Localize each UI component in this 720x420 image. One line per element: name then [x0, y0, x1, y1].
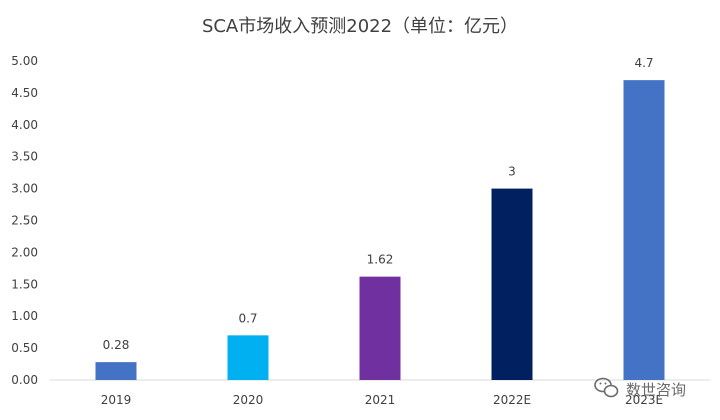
- x-tick-label: 2022E: [493, 393, 531, 407]
- x-tick-label: 2023E: [625, 393, 663, 407]
- data-label: 0.7: [238, 311, 257, 325]
- data-label: 4.7: [634, 56, 653, 70]
- y-tick-label: 0.00: [11, 373, 38, 387]
- y-tick-label: 4.50: [11, 86, 38, 100]
- data-label: 0.28: [103, 338, 130, 352]
- bar-2021: [359, 276, 401, 380]
- x-axis: 2019 2020 2021 2022E 2023E: [101, 393, 663, 407]
- bar-series: [95, 80, 665, 380]
- y-tick-label: 2.50: [11, 214, 38, 228]
- bar-2019: [95, 362, 137, 380]
- data-label: 1.62: [367, 253, 394, 267]
- data-labels: 0.28 0.7 1.62 3 4.7: [103, 56, 654, 352]
- y-tick-label: 1.00: [11, 309, 38, 323]
- y-tick-label: 3.00: [11, 182, 38, 196]
- data-label: 3: [508, 165, 516, 179]
- x-tick-label: 2020: [233, 393, 264, 407]
- y-tick-label: 5.00: [11, 54, 38, 68]
- bar-2022E: [491, 188, 533, 380]
- x-tick-label: 2021: [365, 393, 396, 407]
- y-axis: 0.00 0.50 1.00 1.50 2.00 2.50 3.00 3.50 4.00 4.50…: [11, 54, 38, 387]
- y-tick-label: 3.50: [11, 150, 38, 164]
- y-tick-label: 4.00: [11, 118, 38, 132]
- bar-2023E: [623, 80, 665, 380]
- chart-title: SCA市场收入预测2022（单位：亿元）: [202, 16, 518, 37]
- x-tick-label: 2019: [101, 393, 132, 407]
- watermark: 数世咨询: [594, 377, 686, 399]
- watermark-text: 数世咨询: [626, 381, 686, 399]
- bar-2020: [227, 335, 269, 380]
- y-tick-label: 0.50: [11, 341, 38, 355]
- y-tick-label: 2.00: [11, 245, 38, 259]
- y-tick-label: 1.50: [11, 277, 38, 291]
- wechat-icon: [594, 377, 619, 398]
